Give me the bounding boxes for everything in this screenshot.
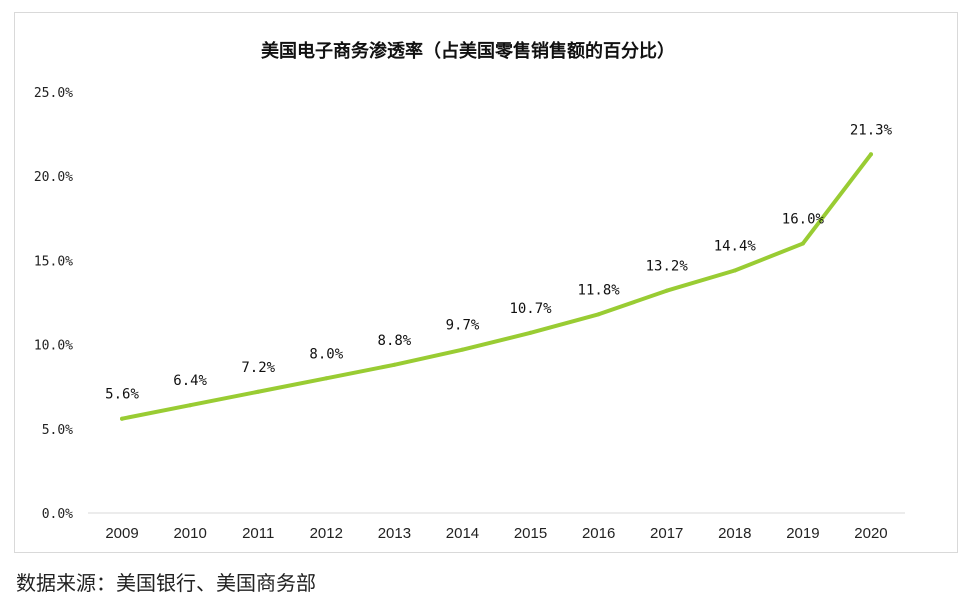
source-note: 数据来源：美国银行、美国商务部: [16, 571, 316, 595]
data-point: [188, 403, 193, 408]
data-label: 13.2%: [646, 259, 689, 275]
x-tick-label: 2012: [310, 525, 343, 542]
data-label: 10.7%: [509, 301, 552, 317]
y-tick-label: 5.0%: [42, 423, 73, 438]
data-label: 8.0%: [309, 346, 343, 362]
x-tick-label: 2020: [854, 525, 887, 542]
data-point: [256, 389, 261, 394]
y-tick-label: 25.0%: [34, 86, 73, 101]
x-tick-label: 2016: [582, 525, 615, 542]
x-tick-label: 2013: [378, 525, 411, 542]
data-point: [392, 362, 397, 367]
data-label: 11.8%: [578, 282, 621, 298]
data-label: 9.7%: [446, 318, 480, 334]
data-point: [800, 241, 805, 246]
data-label: 7.2%: [241, 360, 275, 376]
y-tick-label: 15.0%: [34, 254, 73, 269]
data-point: [732, 268, 737, 273]
x-tick-label: 2011: [242, 525, 274, 542]
data-point: [324, 376, 329, 381]
x-tick-label: 2019: [786, 525, 819, 542]
chart-title: 美国电子商务渗透率（占美国零售销售额的百分比）: [261, 40, 675, 62]
x-axis: 2009 2010 2011 2012 2013 2014 2015 2016 2017 2018…: [88, 512, 905, 542]
chart-frame: [14, 12, 958, 553]
series-line: [120, 152, 873, 421]
y-tick-label: 0.0%: [42, 507, 73, 522]
data-point: [528, 330, 533, 335]
data-label: 16.0%: [782, 212, 825, 228]
x-tick-label: 2018: [718, 525, 751, 542]
y-tick-label: 20.0%: [34, 170, 73, 185]
y-tick-label: 10.0%: [34, 339, 73, 354]
x-tick-label: 2009: [105, 525, 138, 542]
x-tick-label: 2017: [650, 525, 683, 542]
x-tick-label: 2010: [173, 525, 206, 542]
series-layer: [120, 152, 873, 421]
x-tick-label: 2015: [514, 525, 547, 542]
data-label: 21.3%: [850, 122, 893, 138]
data-point: [596, 312, 601, 317]
data-label: 6.4%: [173, 373, 207, 389]
data-label: 8.8%: [378, 333, 412, 349]
data-point: [868, 152, 873, 157]
data-point: [664, 288, 669, 293]
data-point: [120, 416, 125, 421]
data-label: 5.6%: [105, 387, 139, 403]
data-point: [460, 347, 465, 352]
x-tick-label: 2014: [446, 525, 479, 542]
y-axis: 0.0% 5.0% 10.0% 15.0% 20.0% 25.0%: [34, 86, 73, 522]
data-label-layer: 5.6% 6.4% 7.2% 8.0% 8.8% 9.7% 10.7% 11.8% 13.2% 1…: [105, 122, 892, 402]
data-label: 14.4%: [714, 239, 757, 255]
